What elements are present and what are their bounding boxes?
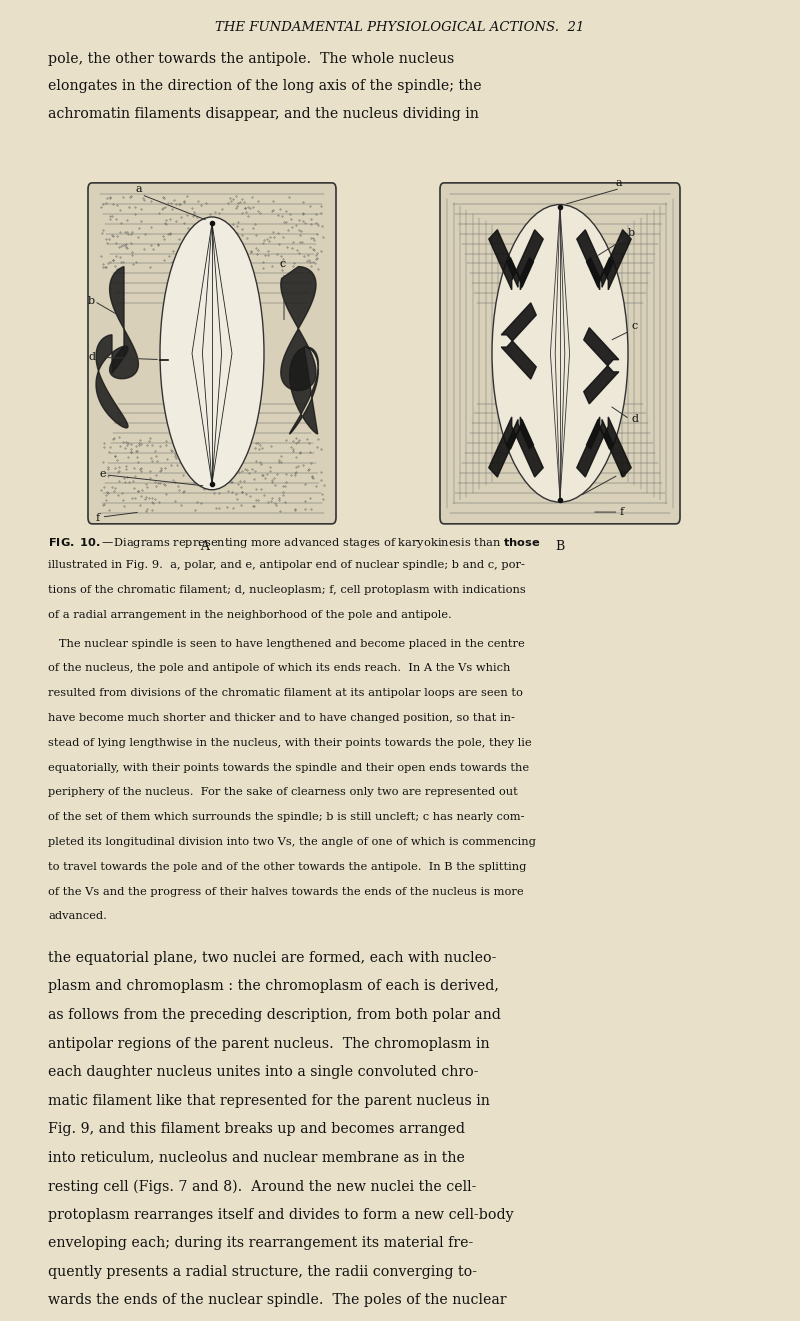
Polygon shape bbox=[577, 417, 631, 477]
Text: b: b bbox=[88, 296, 95, 305]
Text: illustrated in Fig. 9.  a, polar, and e, antipolar end of nuclear spindle; b and: illustrated in Fig. 9. a, polar, and e, … bbox=[48, 560, 525, 571]
Polygon shape bbox=[290, 347, 318, 435]
Polygon shape bbox=[506, 420, 534, 449]
Polygon shape bbox=[586, 258, 614, 287]
Text: THE FUNDAMENTAL PHYSIOLOGICAL ACTIONS.  21: THE FUNDAMENTAL PHYSIOLOGICAL ACTIONS. 2… bbox=[215, 21, 585, 34]
Text: Fig. 9, and this filament breaks up and becomes arranged: Fig. 9, and this filament breaks up and … bbox=[48, 1122, 465, 1136]
Text: f: f bbox=[620, 506, 624, 517]
Polygon shape bbox=[577, 230, 631, 289]
Text: e: e bbox=[620, 469, 626, 480]
Text: achromatin filaments disappear, and the nucleus dividing in: achromatin filaments disappear, and the … bbox=[48, 107, 479, 120]
Text: periphery of the nucleus.  For the sake of clearness only two are represented ou: periphery of the nucleus. For the sake o… bbox=[48, 787, 518, 798]
Text: elongates in the direction of the long axis of the spindle; the: elongates in the direction of the long a… bbox=[48, 79, 482, 94]
Text: stead of lying lengthwise in the nucleus, with their points towards the pole, th: stead of lying lengthwise in the nucleus… bbox=[48, 737, 532, 748]
Text: pleted its longitudinal division into two Vs, the angle of one of which is comme: pleted its longitudinal division into tw… bbox=[48, 838, 536, 847]
Text: tions of the chromatic filament; d, nucleoplasm; f, cell protoplasm with indicat: tions of the chromatic filament; d, nucl… bbox=[48, 585, 526, 596]
Text: of the nucleus, the pole and antipole of which its ends reach.  In A the Vs whic: of the nucleus, the pole and antipole of… bbox=[48, 663, 510, 674]
Polygon shape bbox=[489, 417, 543, 477]
Text: f: f bbox=[96, 513, 100, 523]
Text: as follows from the preceding description, from both polar and: as follows from the preceding descriptio… bbox=[48, 1008, 501, 1022]
Text: into reticulum, nucleolus and nuclear membrane as in the: into reticulum, nucleolus and nuclear me… bbox=[48, 1151, 465, 1165]
Text: d: d bbox=[632, 413, 639, 424]
Text: equatorially, with their points towards the spindle and their open ends towards : equatorially, with their points towards … bbox=[48, 762, 529, 773]
Text: c: c bbox=[280, 259, 286, 268]
Polygon shape bbox=[489, 230, 543, 289]
Text: d: d bbox=[88, 351, 95, 362]
Text: The nuclear spindle is seen to have lengthened and become placed in the centre: The nuclear spindle is seen to have leng… bbox=[48, 638, 525, 649]
Text: protoplasm rearranges itself and divides to form a new cell-body: protoplasm rearranges itself and divides… bbox=[48, 1207, 514, 1222]
Polygon shape bbox=[110, 267, 138, 379]
Text: matic filament like that represented for the parent nucleus in: matic filament like that represented for… bbox=[48, 1094, 490, 1107]
Text: have become much shorter and thicker and to have changed position, so that in-: have become much shorter and thicker and… bbox=[48, 713, 515, 723]
Text: enveloping each; during its rearrangement its material fre-: enveloping each; during its rearrangemen… bbox=[48, 1236, 474, 1250]
Text: of a radial arrangement in the neighborhood of the pole and antipole.: of a radial arrangement in the neighborh… bbox=[48, 610, 452, 620]
Text: resulted from divisions of the chromatic filament at its antipolar loops are see: resulted from divisions of the chromatic… bbox=[48, 688, 523, 697]
Text: pole, the other towards the antipole.  The whole nucleus: pole, the other towards the antipole. Th… bbox=[48, 52, 454, 66]
Text: antipolar regions of the parent nucleus.  The chromoplasm in: antipolar regions of the parent nucleus.… bbox=[48, 1037, 490, 1050]
Text: resting cell (Figs. 7 and 8).  Around the new nuclei the cell-: resting cell (Figs. 7 and 8). Around the… bbox=[48, 1180, 476, 1193]
Text: B: B bbox=[555, 540, 565, 553]
Text: each daughter nucleus unites into a single convoluted chro-: each daughter nucleus unites into a sing… bbox=[48, 1065, 478, 1079]
Text: of the set of them which surrounds the spindle; b is still uncleft; c has nearly: of the set of them which surrounds the s… bbox=[48, 812, 525, 822]
Polygon shape bbox=[502, 303, 536, 379]
Text: the equatorial plane, two nuclei are formed, each with nucleo-: the equatorial plane, two nuclei are for… bbox=[48, 951, 496, 964]
Text: c: c bbox=[632, 321, 638, 330]
Text: ·A: ·A bbox=[198, 540, 210, 553]
Ellipse shape bbox=[492, 205, 628, 502]
FancyBboxPatch shape bbox=[88, 182, 336, 524]
Polygon shape bbox=[281, 267, 316, 391]
Text: to travel towards the pole and of the other towards the antipole.  In B the spli: to travel towards the pole and of the ot… bbox=[48, 861, 526, 872]
Text: quently presents a radial structure, the radii converging to-: quently presents a radial structure, the… bbox=[48, 1264, 477, 1279]
Text: wards the ends of the nuclear spindle.  The poles of the nuclear: wards the ends of the nuclear spindle. T… bbox=[48, 1293, 506, 1308]
Polygon shape bbox=[96, 334, 128, 428]
Text: $\bf{FIG.\ 10.}$—Diagrams representing more advanced stages of karyokinesis than: $\bf{FIG.\ 10.}$—Diagrams representing m… bbox=[48, 535, 541, 550]
Text: e: e bbox=[100, 469, 106, 480]
Text: a: a bbox=[136, 184, 142, 194]
Polygon shape bbox=[586, 420, 614, 449]
Text: a: a bbox=[616, 178, 622, 188]
Ellipse shape bbox=[160, 217, 264, 490]
Text: of the Vs and the progress of their halves towards the ends of the nucleus is mo: of the Vs and the progress of their halv… bbox=[48, 886, 524, 897]
Polygon shape bbox=[506, 258, 534, 287]
Polygon shape bbox=[584, 328, 618, 404]
Text: advanced.: advanced. bbox=[48, 911, 107, 921]
FancyBboxPatch shape bbox=[440, 182, 680, 524]
Text: plasm and chromoplasm : the chromoplasm of each is derived,: plasm and chromoplasm : the chromoplasm … bbox=[48, 979, 499, 993]
Text: b: b bbox=[628, 227, 635, 238]
